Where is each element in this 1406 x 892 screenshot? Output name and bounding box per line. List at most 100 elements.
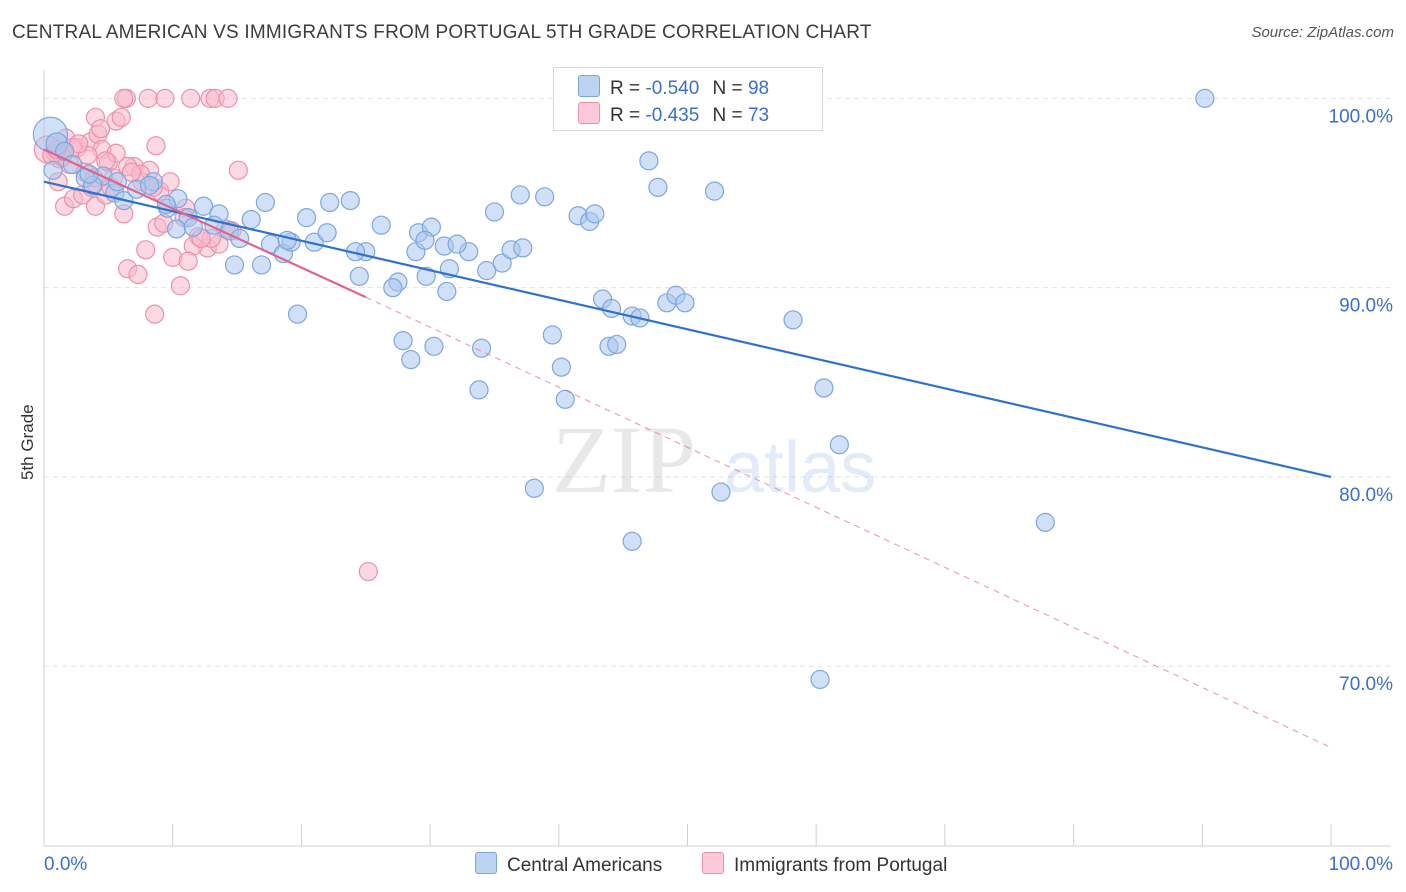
point-central-americans — [224, 255, 245, 275]
point-central-americans — [277, 230, 297, 250]
point-immigrants-from-portugal — [228, 160, 248, 180]
x-tick-label: 0.0% — [44, 854, 87, 875]
legend-r-label: R = — [610, 78, 641, 99]
point-central-americans — [704, 181, 725, 201]
point-central-americans — [107, 172, 127, 192]
legend-r-label: R = — [610, 105, 641, 126]
trend-lines — [43, 148, 1332, 749]
point-central-americans — [1035, 512, 1055, 532]
point-central-americans — [492, 253, 512, 273]
point-central-americans — [296, 208, 317, 228]
point-central-americans — [340, 190, 360, 211]
point-immigrants-from-portugal — [91, 119, 111, 139]
point-central-americans — [401, 349, 421, 370]
trend-line-immigrants-from-portugal — [43, 148, 367, 299]
point-immigrants-from-portugal — [136, 240, 156, 260]
watermark: ZIP atlas — [552, 406, 876, 513]
point-central-americans — [241, 209, 261, 230]
axes — [43, 70, 1391, 847]
point-immigrants-from-portugal — [170, 276, 191, 296]
point-immigrants-from-portugal — [114, 88, 134, 108]
point-central-americans — [810, 669, 830, 690]
trend-line-central-americans — [43, 180, 1332, 478]
point-central-americans — [416, 266, 436, 286]
bottom-legend-central-americans: Central Americans — [475, 852, 662, 877]
point-central-americans — [555, 389, 575, 409]
trend-line-portugal-extension — [365, 296, 1332, 749]
bottom-legend-label: Immigrants from Portugal — [734, 855, 948, 876]
point-immigrants-from-portugal — [155, 88, 175, 108]
point-central-americans — [139, 175, 160, 196]
bottom-legend-immigrants-from-portugal: Immigrants from Portugal — [702, 852, 947, 877]
point-central-americans — [513, 238, 533, 258]
point-central-americans — [711, 482, 731, 502]
point-central-americans — [484, 202, 505, 222]
point-central-americans — [287, 304, 308, 324]
chart-title: CENTRAL AMERICAN VS IMMIGRANTS FROM PORT… — [12, 22, 872, 43]
point-central-americans — [829, 435, 849, 455]
point-central-americans — [675, 293, 695, 313]
point-central-americans — [251, 255, 272, 275]
y-tick-label: 100.0% — [1329, 106, 1394, 127]
point-central-americans — [585, 204, 605, 224]
point-central-americans — [477, 261, 497, 281]
point-central-americans — [393, 331, 413, 351]
point-central-americans — [1195, 88, 1215, 108]
point-central-americans — [783, 310, 803, 330]
point-central-americans — [814, 378, 834, 398]
point-central-americans — [601, 298, 622, 319]
series-immigrants-from-portugal — [33, 88, 378, 582]
bottom-legend-swatch-pink — [702, 852, 724, 874]
point-central-americans — [639, 151, 659, 171]
point-central-americans — [469, 380, 489, 400]
point-central-americans — [424, 336, 444, 356]
point-central-americans — [415, 230, 435, 250]
series-central-americans — [32, 88, 1215, 690]
y-axis-label: 5th Grade — [18, 404, 37, 480]
y-tick-label: 80.0% — [1339, 485, 1393, 506]
point-immigrants-from-portugal — [138, 88, 158, 108]
point-central-americans — [166, 219, 187, 239]
point-central-americans — [349, 266, 369, 286]
legend-n-value: 98 — [747, 78, 770, 99]
point-immigrants-from-portugal — [111, 107, 131, 127]
point-central-americans — [437, 281, 457, 302]
point-immigrants-from-portugal — [145, 304, 165, 324]
watermark-atlas: atlas — [724, 428, 876, 508]
bottom-legend-swatch-blue — [475, 852, 497, 874]
point-immigrants-from-portugal — [128, 264, 148, 285]
point-immigrants-from-portugal — [160, 172, 180, 192]
y-tick-label: 90.0% — [1339, 296, 1393, 317]
point-immigrants-from-portugal — [218, 88, 238, 108]
point-central-americans — [524, 478, 544, 498]
point-central-americans — [471, 338, 492, 358]
watermark-zip: ZIP — [552, 406, 696, 513]
point-central-americans — [371, 215, 391, 235]
point-central-americans — [542, 325, 562, 345]
legend-n-label: N = — [712, 105, 743, 126]
x-tick-labels: 0.0% 100.0% — [44, 854, 1393, 875]
legend-swatch-blue — [578, 75, 600, 97]
point-central-americans — [510, 185, 530, 205]
point-central-americans — [622, 531, 642, 551]
point-central-americans — [383, 278, 403, 298]
point-central-americans — [317, 223, 337, 243]
legend-r-value: -0.435 — [645, 105, 700, 126]
correlation-legend: R = -0.540 N = 98 R = -0.435 N = 73 — [553, 67, 823, 131]
legend-row-immigrants-from-portugal: R = -0.435 N = 73 — [578, 102, 769, 127]
x-tick-label: 100.0% — [1329, 854, 1394, 875]
point-central-americans — [551, 357, 571, 377]
legend-row-central-americans: R = -0.540 N = 98 — [578, 75, 769, 100]
point-immigrants-from-portugal — [358, 561, 378, 582]
point-central-americans — [43, 160, 63, 180]
source-label: Source: ZipAtlas.com — [1251, 24, 1394, 41]
point-central-americans — [193, 196, 214, 216]
y-tick-label: 70.0% — [1339, 674, 1393, 695]
legend-r-value: -0.540 — [645, 78, 700, 99]
point-central-americans — [447, 234, 467, 254]
legend-n-value: 73 — [747, 105, 770, 126]
point-central-americans — [607, 334, 627, 355]
point-immigrants-from-portugal — [146, 136, 166, 156]
point-immigrants-from-portugal — [178, 251, 198, 271]
